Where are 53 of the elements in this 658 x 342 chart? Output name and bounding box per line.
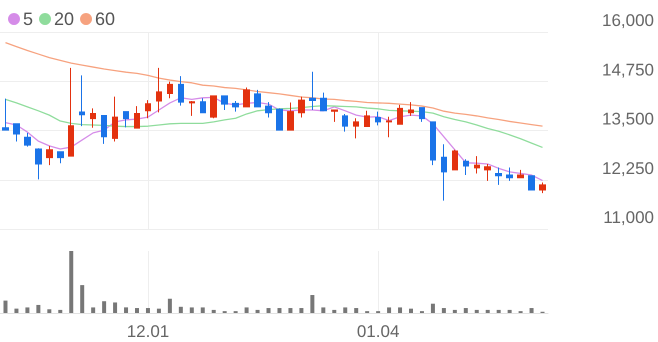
bar [146, 308, 150, 313]
bar [244, 307, 249, 313]
bar [135, 308, 139, 313]
bar [36, 304, 40, 313]
bar [398, 307, 402, 313]
y-tick-label: 11,000 [603, 208, 654, 227]
bar [530, 308, 534, 313]
bar [69, 251, 74, 313]
bar [178, 306, 183, 313]
bar [14, 308, 18, 313]
bar [496, 310, 501, 313]
bar [288, 308, 292, 313]
bar [58, 310, 62, 313]
bar [47, 309, 52, 313]
bar [310, 295, 314, 313]
bar [256, 310, 260, 313]
y-tick-label: 13,500 [602, 110, 654, 128]
bar [343, 307, 348, 313]
bar [266, 308, 271, 313]
bar [387, 307, 392, 313]
bar [409, 308, 413, 313]
bar [442, 308, 446, 313]
y-tick-label: 12,250 [602, 158, 654, 178]
bar [80, 285, 84, 313]
x-tick-label: 12.01 [126, 322, 170, 341]
bar [321, 307, 326, 313]
bar [124, 307, 128, 313]
y-tick-label: 16,000 [602, 11, 654, 30]
bar [25, 307, 30, 313]
bar [299, 308, 304, 313]
bar [168, 298, 172, 313]
bar [486, 310, 490, 313]
bar [3, 300, 8, 313]
bar [332, 310, 336, 313]
bar [102, 301, 106, 313]
bar [508, 310, 512, 313]
bar [474, 310, 479, 313]
bar [200, 307, 205, 313]
legend-label: 5 [23, 9, 34, 29]
bar [113, 302, 118, 313]
bar [277, 308, 282, 313]
bar [212, 310, 216, 313]
x-tick-label: 01.04 [356, 322, 400, 341]
legend-label: 20 [54, 9, 74, 29]
bar [464, 308, 468, 313]
bar [190, 307, 194, 313]
legend-label: 60 [95, 9, 116, 29]
bar [91, 307, 96, 313]
bar [452, 310, 457, 313]
bar [156, 308, 161, 313]
bar [354, 308, 358, 313]
bar [430, 304, 435, 313]
y-tick-label: 14,750 [602, 60, 654, 80]
